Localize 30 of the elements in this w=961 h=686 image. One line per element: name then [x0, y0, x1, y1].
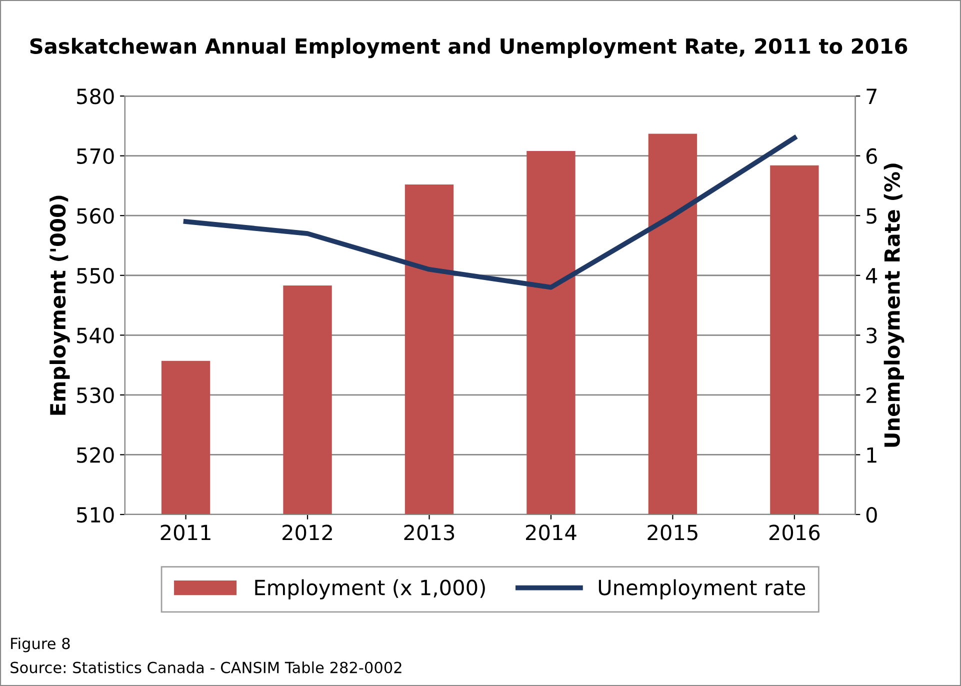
caption: Figure 8 — [11, 637, 70, 652]
y-tick-label: 540 — [77, 328, 114, 344]
x-tick-label: 2014 — [526, 524, 576, 540]
x-tick-label: 2016 — [769, 524, 820, 540]
line-series — [183, 135, 797, 290]
y2-tick-label: 1 — [867, 447, 876, 463]
y2-tick-label: 6 — [866, 148, 877, 164]
y2-tick-label: 7 — [866, 88, 876, 104]
x-tick-label: 2015 — [648, 524, 698, 540]
y-tick-label: 550 — [77, 268, 114, 284]
y2-tick-label: 3 — [866, 328, 877, 344]
legend-label: Unemployment rate — [598, 579, 806, 600]
y2-tick-label: 0 — [866, 506, 877, 523]
x-tick-label: 2012 — [282, 524, 332, 540]
y2-tick-label: 4 — [866, 268, 878, 284]
y2-tick-label: 2 — [866, 387, 876, 403]
y-tick-label: 510 — [77, 506, 114, 523]
legend-label: Employment (x 1,000) — [255, 579, 485, 600]
x-tick-label: 2011 — [160, 524, 210, 540]
source-note: Source: Statistics Canada - CANSIM Table 282-0002 — [10, 661, 402, 674]
chart-title: Saskatchewan Annual Employment and Unemployment Rate, 2011 to 2016 — [30, 38, 908, 58]
x-tick-label: 2013 — [404, 524, 454, 540]
y-tick-label: 560 — [77, 208, 114, 224]
y2-axis-title: Unemployment Rate (%) — [884, 164, 904, 447]
y-tick-label: 530 — [77, 387, 114, 404]
y-tick-label: 580 — [77, 88, 114, 104]
y-axis-title: Employment ('000) — [50, 196, 70, 415]
y-tick-label: 570 — [77, 148, 114, 164]
y2-tick-label: 5 — [866, 208, 876, 224]
y-tick-label: 520 — [77, 447, 114, 463]
